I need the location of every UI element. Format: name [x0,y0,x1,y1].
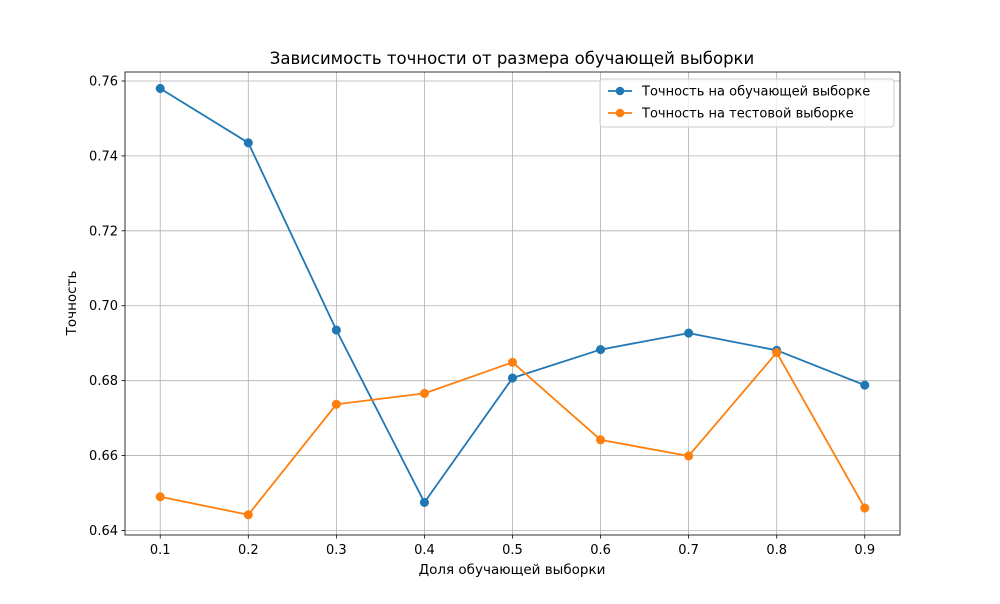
y-tick-label: 0.68 [89,374,118,389]
data-point [331,325,341,335]
data-point [243,138,253,148]
data-point [507,373,518,383]
series-2 [155,348,870,520]
x-tick-label: 0.6 [590,543,611,558]
data-point [684,451,694,461]
legend-box [599,78,895,128]
data-point [419,497,429,507]
series-layer [155,83,870,520]
x-tick-label: 0.1 [150,543,171,558]
legend-label: Точность на тестовой выборке [641,107,854,122]
x-tick-label: 0.9 [854,543,875,558]
legend-marker [615,108,625,118]
data-point [419,388,429,398]
legend-entry: Точность на тестовой выборке [608,107,854,122]
legend-marker [615,86,625,96]
y-tick-label: 0.74 [89,149,118,164]
x-tick-label: 0.3 [326,543,347,558]
x-tick-label: 0.8 [766,543,787,558]
data-point [596,435,606,445]
data-point [155,492,165,502]
legend-entry: Точность на обучающей выборке [608,85,870,100]
legend-label: Точность на обучающей выборке [641,85,870,100]
data-point [155,83,165,94]
data-point [596,345,606,355]
y-tick-label: 0.70 [89,299,118,314]
y-axis-label: Точность [64,271,80,337]
y-tick-label: 0.72 [89,224,118,239]
data-point [507,357,518,367]
data-point [860,380,870,390]
data-point [243,510,253,520]
x-tick-label: 0.4 [414,543,435,558]
data-point [684,328,694,338]
grid [125,72,900,535]
data-point [331,399,341,409]
chart-title: Зависимость точности от размера обучающе… [270,49,755,68]
y-tick-label: 0.66 [89,449,118,464]
x-tick-label: 0.5 [502,543,523,558]
legend: Точность на обучающей выборке Точность на… [599,78,895,128]
x-tick-label: 0.2 [238,543,259,558]
data-point [860,503,870,513]
ticks: 0.1 0.2 0.3 0.4 0.5 0.6 0.7 0.8 0.9 0.64 0.66 0.68 0… [89,74,875,558]
x-axis-label: Доля обучающей выборки [419,562,606,578]
x-tick-label: 0.7 [678,543,699,558]
data-point [772,348,782,358]
y-tick-label: 0.64 [89,524,118,539]
y-tick-label: 0.76 [89,74,118,89]
series-1 [155,83,870,507]
